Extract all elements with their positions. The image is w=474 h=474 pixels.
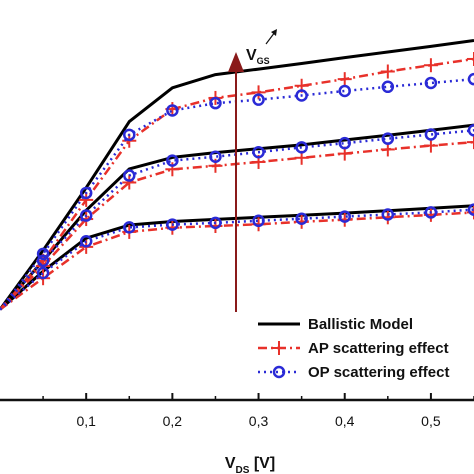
op-marker	[166, 218, 179, 231]
legend-marker-op	[272, 365, 286, 379]
op-marker	[252, 214, 265, 228]
x-tick-label-1: 0,2	[163, 413, 183, 429]
op-marker	[123, 128, 136, 142]
op-marker	[381, 132, 395, 145]
legend: Ballistic Model AP scattering effect OP …	[258, 316, 449, 381]
ap-marker	[423, 138, 438, 153]
ap-marker	[380, 64, 395, 79]
vgs-arrow-head	[228, 52, 244, 72]
ap-marker	[122, 175, 137, 190]
op-marker	[338, 84, 351, 98]
op-marker	[252, 145, 265, 159]
ap-marker	[337, 72, 352, 87]
op-marker	[79, 235, 93, 248]
x-tick-label-0: 0,1	[76, 413, 96, 429]
x-axis-label-unit: [V]	[249, 455, 275, 472]
op-marker	[424, 206, 438, 219]
series-1-curve-0	[0, 57, 474, 311]
legend-label-ballistic: Ballistic Model	[308, 316, 413, 333]
op-marker	[338, 210, 351, 223]
x-tick-label-4: 0,5	[421, 413, 441, 429]
ap-marker	[79, 192, 94, 207]
x-axis-label-main: V	[225, 455, 236, 472]
vgs-arrow-label: VGS	[246, 47, 270, 66]
op-marker	[79, 209, 93, 222]
x-tick-label-2: 0,3	[249, 413, 269, 429]
op-marker	[424, 128, 438, 141]
op-marker	[209, 216, 222, 230]
op-marker	[36, 254, 50, 268]
op-marker	[424, 76, 438, 90]
op-marker	[467, 124, 474, 137]
op-marker	[467, 72, 474, 86]
legend-label-ap: AP scattering effect	[308, 340, 449, 357]
op-marker	[338, 136, 351, 150]
op-marker	[295, 89, 308, 102]
x-tick-layer: 0,1 0,2 0,3 0,4 0,5	[42, 393, 474, 429]
op-marker	[79, 186, 93, 200]
ap-marker	[423, 58, 438, 73]
op-marker	[36, 266, 50, 280]
op-marker	[123, 221, 136, 234]
vgs-small-arrow-head	[271, 29, 277, 36]
op-marker	[166, 154, 179, 167]
op-marker	[381, 208, 395, 221]
op-marker	[209, 96, 222, 110]
op-marker	[123, 169, 136, 182]
op-marker	[295, 141, 308, 154]
op-marker	[467, 203, 474, 216]
legend-label-op: OP scattering effect	[308, 364, 449, 381]
series-2-curve-2	[0, 208, 474, 311]
op-marker	[252, 93, 265, 106]
vgs-label-sub: GS	[257, 56, 270, 66]
op-marker	[295, 212, 308, 225]
op-marker	[166, 104, 179, 117]
ap-marker	[467, 135, 474, 150]
legend-marker-ap	[272, 341, 286, 355]
x-axis-label: VDS [V]	[225, 455, 275, 474]
vgs-arrow-annotation: VGS	[228, 29, 277, 312]
x-tick-label-3: 0,4	[335, 413, 355, 429]
op-marker	[209, 150, 222, 163]
ap-marker	[251, 85, 266, 100]
x-axis-label-sub: DS	[235, 465, 249, 474]
vgs-label-main: V	[246, 47, 257, 64]
series-2-curve-0	[0, 77, 474, 311]
ap-marker	[467, 51, 474, 66]
op-marker	[381, 80, 395, 94]
